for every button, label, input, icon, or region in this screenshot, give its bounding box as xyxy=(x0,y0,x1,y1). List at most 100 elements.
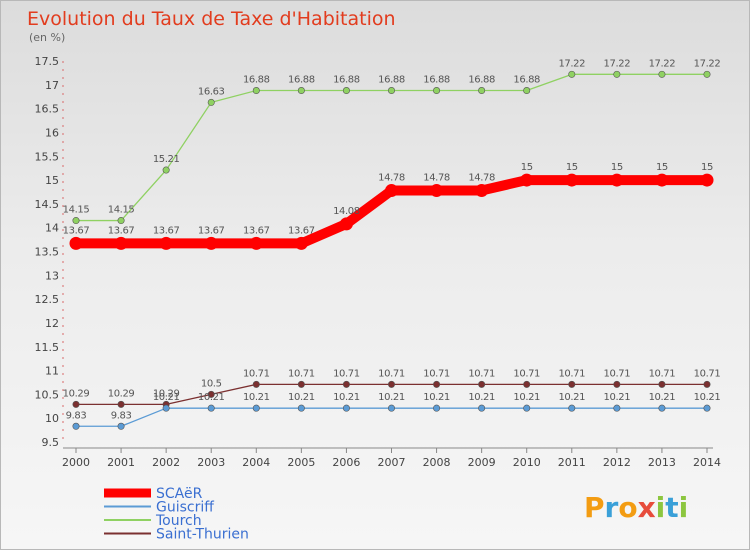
data-point xyxy=(297,87,305,95)
data-point xyxy=(207,98,215,106)
data-label: 10.29 xyxy=(63,388,90,399)
y-tick-label: 13.5 xyxy=(35,246,60,259)
y-tick-label: 16.5 xyxy=(35,103,60,116)
data-point xyxy=(294,236,308,250)
data-point xyxy=(478,87,486,95)
data-point xyxy=(252,87,260,95)
data-point xyxy=(117,217,125,225)
data-point xyxy=(658,70,666,78)
data-point xyxy=(342,404,350,412)
brand-letter: i xyxy=(679,491,689,524)
plot-area xyxy=(69,70,714,430)
y-tick-label: 10 xyxy=(45,412,59,425)
data-point xyxy=(703,380,711,388)
brand-letter: r xyxy=(605,491,619,524)
data-label: 9.83 xyxy=(66,410,87,421)
legend-label: Saint-Thurien xyxy=(156,527,249,543)
brand-text: Proxiti xyxy=(584,491,688,524)
data-point xyxy=(703,404,711,412)
brand-letter: i xyxy=(656,491,666,524)
x-tick-label: 2001 xyxy=(107,456,135,469)
legend-label: SCAëR xyxy=(156,486,203,502)
x-tick-label: 2008 xyxy=(423,456,451,469)
data-point xyxy=(342,87,350,95)
data-label: 13.67 xyxy=(288,225,315,236)
data-point xyxy=(117,400,125,408)
data-point xyxy=(658,404,666,412)
data-label: 16.88 xyxy=(468,75,495,86)
data-labels: 10.29 10.29 10.29 10.5 10.71 10.71 10.71 10.71 1… xyxy=(63,58,721,421)
data-point xyxy=(204,236,218,250)
data-label: 15 xyxy=(656,162,668,173)
x-tick-label: 2010 xyxy=(513,456,541,469)
data-label: 16.88 xyxy=(423,75,450,86)
y-tick-label: 14 xyxy=(45,222,59,235)
x-tick-label: 2014 xyxy=(693,456,721,469)
data-point xyxy=(478,404,486,412)
y-tick-label: 11.5 xyxy=(35,341,60,354)
y-tick-label: 9.5 xyxy=(42,436,60,449)
data-label: 17.22 xyxy=(604,58,631,69)
data-point xyxy=(523,87,531,95)
chart-title: Evolution du Taux de Taxe d'Habitation xyxy=(27,8,396,30)
data-point xyxy=(430,184,444,198)
data-point xyxy=(520,173,534,187)
data-label: 10.5 xyxy=(201,378,222,389)
data-label: 14.78 xyxy=(423,173,450,184)
data-point xyxy=(523,380,531,388)
x-tick-label: 2004 xyxy=(242,456,270,469)
data-point xyxy=(249,236,263,250)
data-point xyxy=(387,87,395,95)
data-label: 10.21 xyxy=(649,392,676,403)
data-point xyxy=(523,404,531,412)
data-label: 16.88 xyxy=(378,75,405,86)
y-tick-label: 11 xyxy=(45,365,59,378)
data-label: 10.29 xyxy=(108,388,135,399)
data-point xyxy=(114,236,128,250)
data-label: 10.29 xyxy=(153,388,180,399)
data-label: 14.08 xyxy=(333,206,360,217)
data-label: 10.71 xyxy=(288,368,315,379)
data-label: 14.78 xyxy=(468,173,495,184)
data-label: 10.21 xyxy=(333,392,360,403)
brand-letter: P xyxy=(584,491,605,524)
data-label: 16.88 xyxy=(243,75,270,86)
x-tick-label: 2009 xyxy=(468,456,496,469)
y-tick-label: 17 xyxy=(45,79,59,92)
data-point xyxy=(72,217,80,225)
data-point xyxy=(568,380,576,388)
y-tick-label: 12 xyxy=(45,317,59,330)
data-label: 10.71 xyxy=(243,368,270,379)
y-tick-label: 14.5 xyxy=(35,198,60,211)
x-tick-label: 2007 xyxy=(378,456,406,469)
data-point xyxy=(613,404,621,412)
chart-subtitle: (en %) xyxy=(29,31,65,44)
data-label: 16.88 xyxy=(513,75,540,86)
data-label: 17.22 xyxy=(649,58,676,69)
y-tick-label: 10.5 xyxy=(35,388,60,401)
x-tick-label: 2005 xyxy=(287,456,315,469)
data-point xyxy=(162,404,170,412)
y-tick-label: 15 xyxy=(45,174,59,187)
legend-label: Guiscriff xyxy=(156,500,214,516)
data-point xyxy=(117,422,125,430)
data-label: 9.83 xyxy=(111,410,132,421)
data-label: 10.21 xyxy=(198,392,225,403)
data-point xyxy=(703,70,711,78)
data-point xyxy=(433,380,441,388)
data-label: 13.67 xyxy=(153,225,180,236)
data-label: 10.21 xyxy=(153,392,180,403)
data-point xyxy=(613,380,621,388)
data-label: 13.67 xyxy=(108,225,135,236)
data-label: 15 xyxy=(521,162,533,173)
data-point xyxy=(387,404,395,412)
data-label: 15.21 xyxy=(153,154,180,165)
x-tick-label: 2000 xyxy=(62,456,90,469)
x-tick-label: 2006 xyxy=(332,456,360,469)
data-point xyxy=(342,380,350,388)
data-point xyxy=(568,70,576,78)
y-axis: 9.5 10 10.5 11 11.5 12 12.5 13 13.5 14 14.5 15 15.5 1… xyxy=(35,55,64,449)
data-point xyxy=(297,404,305,412)
data-label: 16.63 xyxy=(198,86,225,97)
